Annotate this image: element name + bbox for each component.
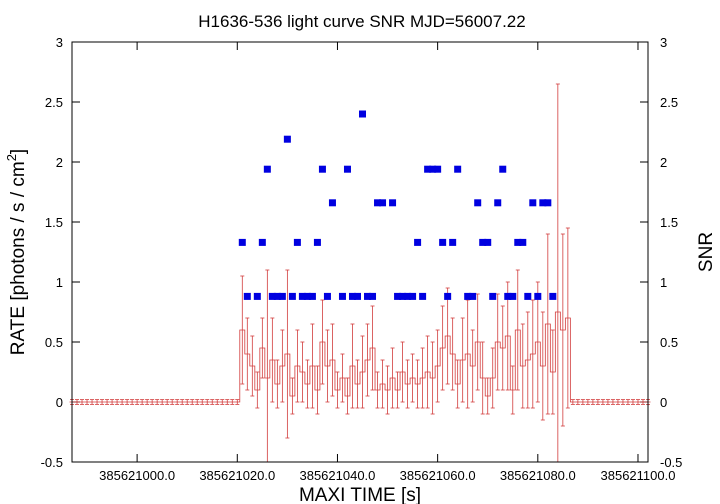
snr-point xyxy=(348,292,356,300)
y2-tick-label: 0 xyxy=(660,395,667,410)
snr-point xyxy=(469,292,477,300)
snr-point xyxy=(243,292,251,300)
snr-point xyxy=(389,199,397,207)
x-tick-label: 385621020.0 xyxy=(199,468,275,483)
snr-point xyxy=(479,238,487,246)
snr-point xyxy=(504,292,512,300)
snr-point xyxy=(544,199,552,207)
snr-point xyxy=(288,292,296,300)
snr-point xyxy=(474,199,482,207)
y2-tick-label: 2.5 xyxy=(660,95,678,110)
snr-point xyxy=(353,292,361,300)
x-tick-label: 385621040.0 xyxy=(299,468,375,483)
y2-tick-label: 1 xyxy=(660,275,667,290)
rate-series xyxy=(69,83,651,463)
snr-series xyxy=(238,110,557,300)
snr-point xyxy=(399,292,407,300)
snr-point xyxy=(394,292,402,300)
snr-point xyxy=(519,238,527,246)
chart-title: H1636-536 light curve SNR MJD=56007.22 xyxy=(198,12,525,31)
x-axis-label: MAXI TIME [s] xyxy=(299,485,421,504)
y-tick-label: 1 xyxy=(56,275,63,290)
y-axis-label-end: ] xyxy=(8,149,29,154)
y2-tick-label: 3 xyxy=(660,35,667,50)
snr-point xyxy=(258,238,266,246)
snr-point xyxy=(499,165,507,173)
snr-point xyxy=(293,238,301,246)
snr-point xyxy=(539,199,547,207)
snr-point xyxy=(283,135,291,143)
snr-point xyxy=(514,238,522,246)
snr-point xyxy=(494,199,502,207)
y2-axis-label: SNR xyxy=(696,232,717,272)
axis-ticks: 385621000.0 385621020.0 385621040.0 3856210… xyxy=(41,35,683,483)
y-tick-label: 3 xyxy=(56,35,63,50)
snr-point xyxy=(364,292,372,300)
snr-point xyxy=(308,292,316,300)
snr-point xyxy=(374,199,382,207)
snr-point xyxy=(328,199,336,207)
snr-point xyxy=(273,292,281,300)
snr-point xyxy=(313,238,321,246)
snr-point xyxy=(489,292,497,300)
snr-point xyxy=(439,238,447,246)
snr-point xyxy=(529,199,537,207)
y-axis-label: RATE [photons / s / cm2] xyxy=(4,149,29,355)
x-tick-label: 385621100.0 xyxy=(601,468,676,483)
snr-point xyxy=(534,292,542,300)
y-axis-label-superscript: 2 xyxy=(4,154,19,161)
y2-tick-label: 1.5 xyxy=(660,215,678,230)
y2-tick-label: 0.5 xyxy=(660,335,678,350)
snr-point xyxy=(263,165,271,173)
y-tick-label: 2 xyxy=(56,155,63,170)
snr-point xyxy=(369,292,377,300)
snr-point xyxy=(484,238,492,246)
snr-point xyxy=(359,110,367,118)
x-tick-label: 385621000.0 xyxy=(99,468,175,483)
snr-point xyxy=(278,292,286,300)
snr-point xyxy=(464,292,472,300)
snr-point xyxy=(268,292,276,300)
snr-point xyxy=(454,165,462,173)
snr-point xyxy=(379,199,387,207)
rate-step-line xyxy=(69,311,651,403)
snr-point xyxy=(549,292,557,300)
snr-point xyxy=(509,292,517,300)
y-tick-label: 1.5 xyxy=(45,215,63,230)
snr-point xyxy=(253,292,261,300)
snr-point xyxy=(238,238,246,246)
snr-point xyxy=(444,292,452,300)
snr-point xyxy=(414,238,422,246)
plot-frame xyxy=(71,41,649,463)
snr-point xyxy=(338,292,346,300)
snr-point xyxy=(429,165,437,173)
snr-point xyxy=(404,292,412,300)
y-tick-label: 0 xyxy=(56,395,63,410)
snr-point xyxy=(409,292,417,300)
snr-point xyxy=(343,165,351,173)
snr-point xyxy=(424,165,432,173)
y-tick-label: 2.5 xyxy=(45,95,63,110)
snr-point xyxy=(323,292,331,300)
y-axis-label-main: RATE [photons / s / cm xyxy=(8,161,29,355)
snr-point xyxy=(434,165,442,173)
y-tick-label: 0.5 xyxy=(45,335,63,350)
x-tick-label: 385621080.0 xyxy=(500,468,576,483)
snr-point xyxy=(449,238,457,246)
snr-point xyxy=(524,292,532,300)
snr-point xyxy=(318,165,326,173)
y2-tick-label: 2 xyxy=(660,155,667,170)
snr-point xyxy=(303,292,311,300)
y2-tick-label: -0.5 xyxy=(660,455,682,470)
y-tick-label: -0.5 xyxy=(41,455,63,470)
snr-point xyxy=(419,292,427,300)
snr-point xyxy=(298,292,306,300)
x-tick-label: 385621060.0 xyxy=(400,468,476,483)
